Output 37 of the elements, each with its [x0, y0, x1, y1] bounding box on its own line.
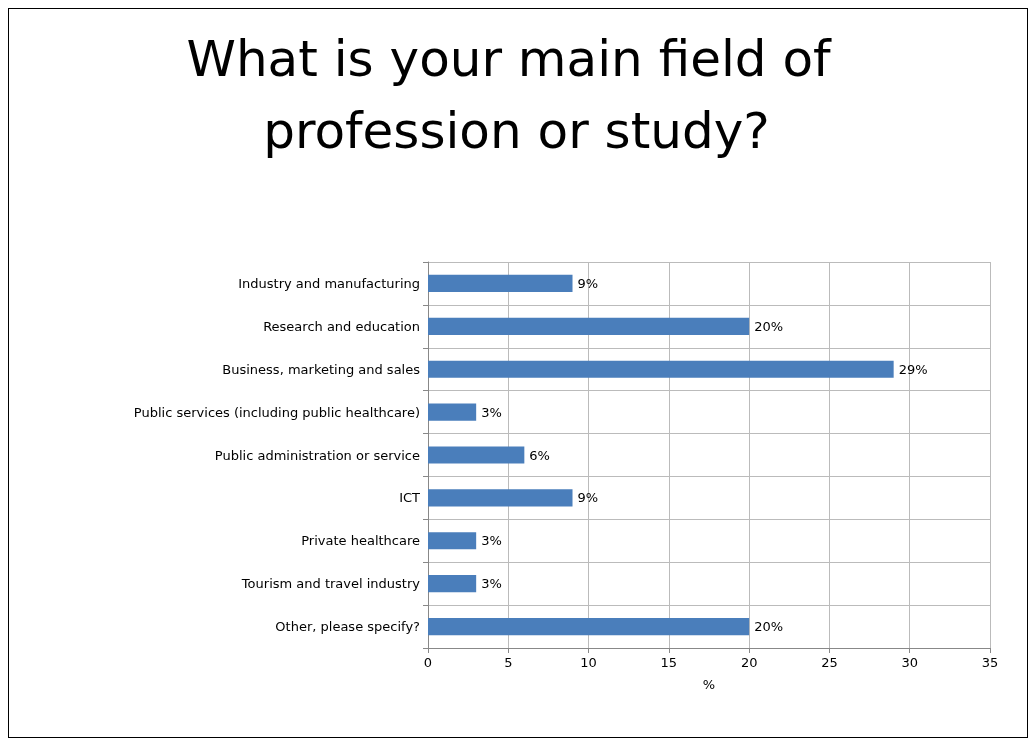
x-tick-label: 15	[660, 655, 678, 670]
chart-title: What is your main field of profession or study?	[186, 30, 847, 160]
bar	[428, 575, 477, 593]
bar	[428, 489, 573, 507]
y-tick-label: Business, marketing and sales	[222, 361, 421, 377]
data-label: 20%	[754, 318, 784, 334]
y-tick-label: ICT	[399, 490, 421, 506]
data-label: 3%	[481, 404, 502, 420]
bar	[428, 532, 477, 550]
bar	[428, 317, 750, 335]
y-tick-label: Research and education	[263, 318, 420, 334]
data-label: 29%	[898, 361, 928, 377]
bar	[428, 274, 573, 293]
data-label: 9%	[577, 275, 599, 291]
y-tick-label: Public services (including public healthcare)	[133, 404, 420, 420]
x-tick-label: 25	[821, 655, 838, 670]
x-tick-label: 20	[740, 655, 758, 670]
y-tick-label: Industry and manufacturing	[238, 275, 420, 291]
y-tick-label: Tourism and travel industry	[240, 576, 421, 592]
y-tick-label: Public administration or service	[214, 447, 420, 463]
x-axis-title: %	[702, 677, 716, 692]
x-tick-label: 35	[981, 655, 999, 670]
bar	[428, 360, 894, 378]
bar	[428, 446, 525, 464]
bar	[428, 403, 477, 421]
data-label: 20%	[754, 619, 784, 635]
data-label: 3%	[481, 576, 502, 592]
y-tick-label: Private healthcare	[301, 533, 420, 549]
y-tick-label: Other, please specify?	[275, 619, 420, 635]
data-label: 6%	[529, 447, 550, 463]
data-label: 9%	[577, 490, 599, 506]
x-tick-label: 30	[901, 655, 918, 670]
x-tick-label: 0	[423, 655, 433, 670]
bar	[428, 617, 750, 636]
x-tick-label: 10	[580, 655, 597, 670]
x-tick-label: 5	[504, 655, 513, 670]
data-label: 3%	[481, 533, 502, 549]
